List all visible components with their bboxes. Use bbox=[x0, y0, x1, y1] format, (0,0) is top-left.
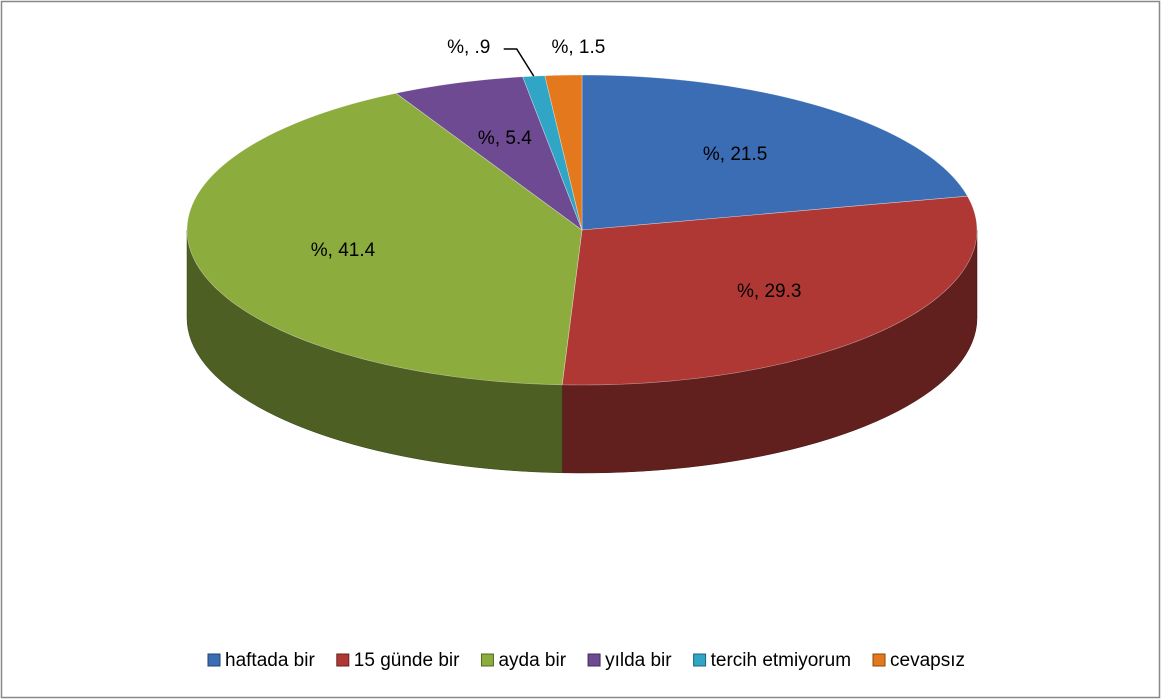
data-label: %, 29.3 bbox=[737, 281, 801, 302]
legend-label: 15 günde bir bbox=[354, 650, 460, 671]
data-label: %, 1.5 bbox=[551, 37, 605, 58]
legend-item: haftada bir bbox=[207, 650, 315, 671]
pie-slice bbox=[561, 195, 978, 386]
legend-swatch bbox=[336, 653, 350, 667]
legend-item: tercih etmiyorum bbox=[693, 650, 851, 671]
legend-label: yılda bir bbox=[605, 650, 672, 671]
legend-item: yılda bir bbox=[587, 650, 672, 671]
legend-label: ayda bir bbox=[498, 650, 566, 671]
legend-swatch bbox=[480, 653, 494, 667]
data-label: %, 21.5 bbox=[703, 144, 767, 165]
legend-label: tercih etmiyorum bbox=[711, 650, 851, 671]
data-label: %, 41.4 bbox=[311, 240, 376, 261]
legend-swatch bbox=[207, 653, 221, 667]
pie-slice bbox=[395, 76, 583, 231]
legend-item: 15 günde bir bbox=[336, 650, 460, 671]
legend-swatch bbox=[872, 653, 886, 667]
legend-label: cevapsız bbox=[890, 650, 965, 671]
leader-line bbox=[503, 48, 535, 77]
data-label: %, .9 bbox=[447, 37, 490, 58]
legend-swatch bbox=[587, 653, 601, 667]
legend-swatch bbox=[693, 653, 707, 667]
legend-item: cevapsız bbox=[872, 650, 965, 671]
pie-slice bbox=[581, 74, 968, 231]
pie-slice bbox=[544, 74, 583, 231]
pie-slice bbox=[186, 92, 583, 386]
data-label: %, 5.4 bbox=[478, 128, 532, 149]
legend-label: haftada bir bbox=[225, 650, 315, 671]
legend-item: ayda bir bbox=[480, 650, 567, 671]
